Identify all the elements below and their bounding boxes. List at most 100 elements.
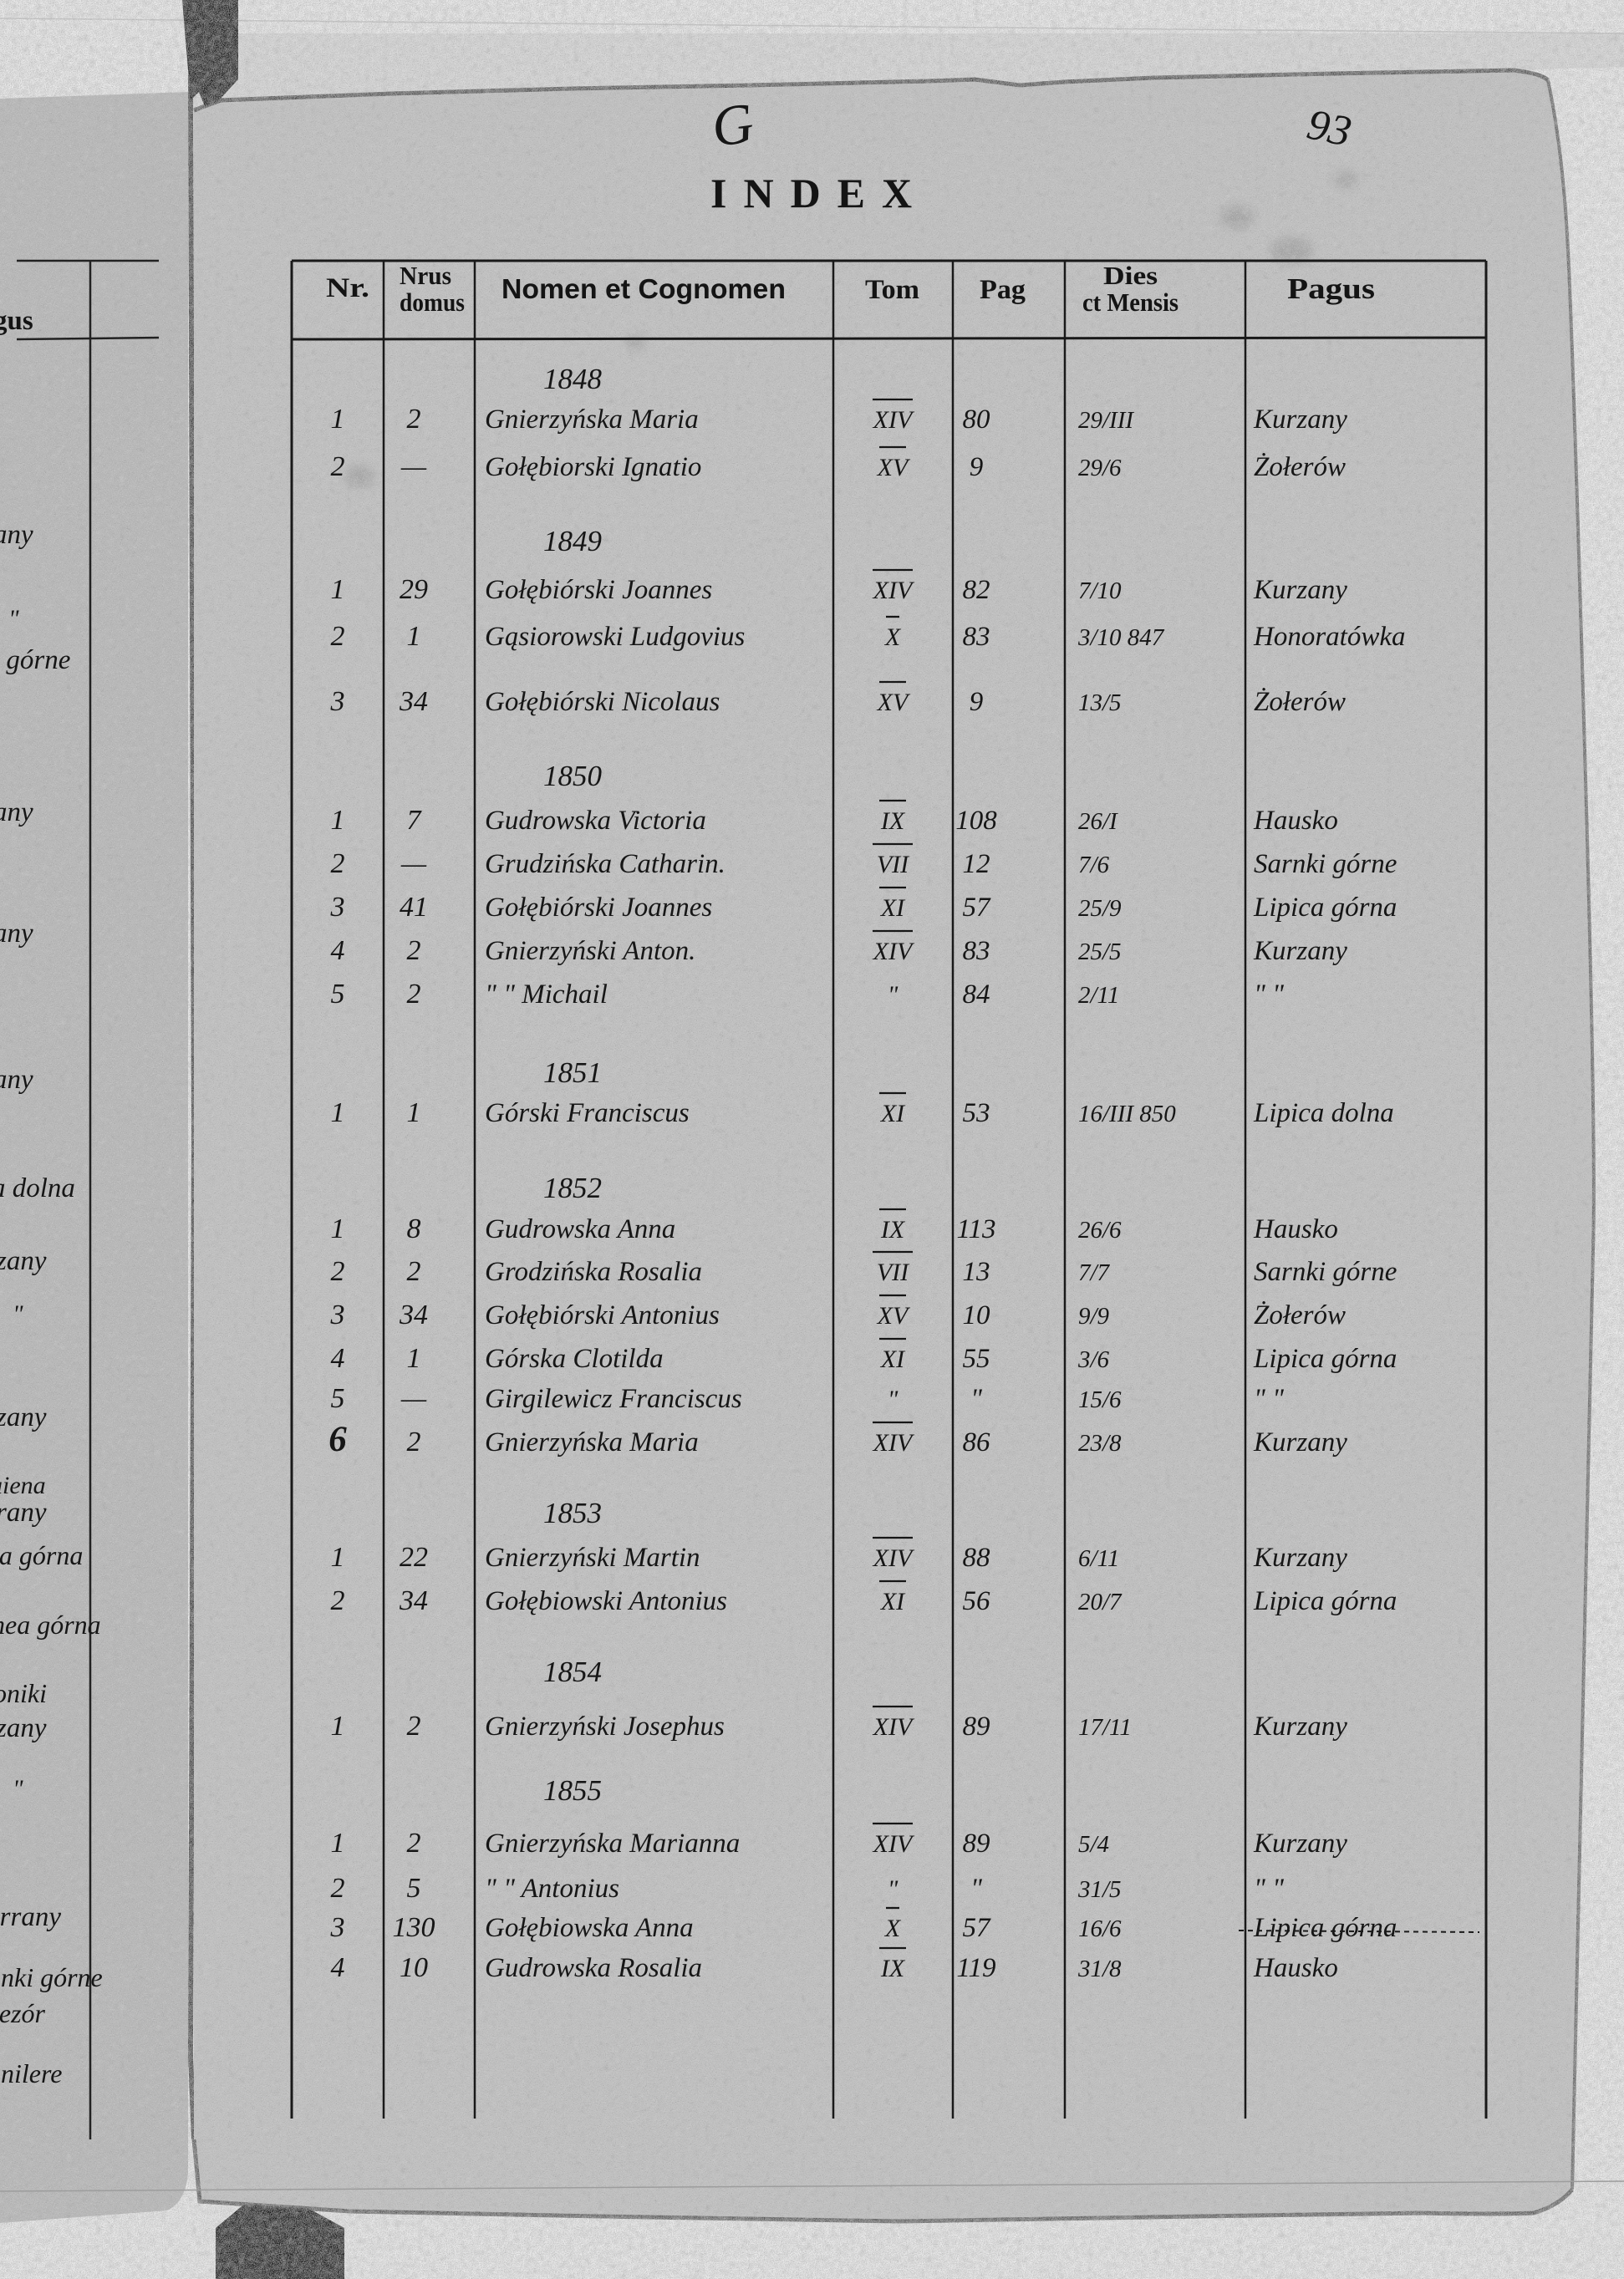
svg-text:56: 56	[963, 1586, 991, 1616]
svg-text:XIV: XIV	[873, 1830, 915, 1858]
svg-text:Sarnki górne: Sarnki górne	[1254, 1257, 1397, 1287]
svg-text:Sarnki górne: Sarnki górne	[1254, 849, 1397, 879]
svg-text:2: 2	[331, 451, 345, 482]
svg-text:3: 3	[330, 1912, 345, 1943]
svg-text:XI: XI	[880, 1588, 906, 1615]
svg-text:2: 2	[407, 935, 421, 966]
svg-text:5: 5	[331, 979, 345, 1010]
svg-text:XV: XV	[877, 1302, 911, 1330]
svg-text:Kurzany: Kurzany	[1253, 1712, 1347, 1742]
svg-text:83: 83	[963, 936, 990, 966]
svg-text:" " Antonius: " " Antonius	[485, 1874, 619, 1904]
svg-text:lezór: lezór	[0, 1998, 46, 2028]
svg-text:4: 4	[331, 935, 345, 966]
svg-text:Tom: Tom	[865, 275, 919, 305]
svg-text:rany: rany	[0, 1498, 47, 1528]
svg-text:25/9: 25/9	[1078, 895, 1122, 922]
svg-text:3/6: 3/6	[1077, 1346, 1110, 1373]
svg-text:29/6: 29/6	[1078, 455, 1122, 481]
svg-text:80: 80	[963, 404, 991, 435]
svg-text:34: 34	[399, 1300, 428, 1330]
svg-text:2: 2	[407, 404, 421, 435]
svg-text:57: 57	[963, 1913, 992, 1943]
svg-text:Grodzińska Rosalia: Grodzińska Rosalia	[485, 1257, 702, 1287]
svg-text:Pag: Pag	[980, 275, 1026, 305]
svg-text:": "	[888, 1386, 899, 1413]
svg-text:Hausko: Hausko	[1253, 1953, 1338, 1983]
svg-text:Lipica górna: Lipica górna	[1253, 1913, 1397, 1943]
svg-text:domus: domus	[400, 287, 465, 317]
svg-text:Kurzany: Kurzany	[1253, 1543, 1347, 1573]
svg-text:IX: IX	[880, 1216, 906, 1244]
svg-text:1: 1	[331, 1828, 345, 1859]
svg-text:Pagus: Pagus	[1287, 272, 1375, 305]
svg-text:anki górne: anki górne	[0, 1962, 103, 1992]
svg-text:2: 2	[331, 1873, 345, 1904]
svg-text:Hausko: Hausko	[1253, 806, 1338, 836]
svg-text:XIV: XIV	[873, 938, 915, 965]
svg-text:1855: 1855	[543, 1774, 602, 1807]
svg-text:89: 89	[963, 1712, 990, 1742]
svg-text:Żołerów: Żołerów	[1254, 452, 1346, 482]
svg-text:XIV: XIV	[873, 406, 915, 434]
svg-text:Gnierzyńska Maria: Gnierzyńska Maria	[485, 404, 699, 435]
svg-text:Gołębiórski Nicolaus: Gołębiórski Nicolaus	[485, 687, 720, 717]
svg-text:17/11: 17/11	[1078, 1714, 1132, 1741]
svg-text:": "	[970, 1384, 982, 1414]
svg-text:Gołębiórski Antonius: Gołębiórski Antonius	[485, 1300, 720, 1330]
svg-text:2: 2	[331, 621, 345, 652]
svg-text:108: 108	[955, 806, 997, 836]
svg-text:34: 34	[399, 686, 428, 717]
svg-text:Gnierzyński Martin: Gnierzyński Martin	[485, 1543, 700, 1573]
svg-text:Kurzany: Kurzany	[1253, 404, 1347, 435]
svg-text:130: 130	[393, 1912, 435, 1943]
svg-text:113: 113	[956, 1214, 995, 1244]
svg-text:Nomen et Cognomen: Nomen et Cognomen	[501, 273, 786, 304]
svg-text:XI: XI	[880, 1346, 906, 1373]
svg-text:Gnierzyńska Maria: Gnierzyńska Maria	[485, 1427, 699, 1457]
svg-text:Górski Franciscus: Górski Franciscus	[485, 1098, 690, 1128]
svg-text:13/5: 13/5	[1078, 689, 1122, 716]
svg-text:zany: zany	[0, 1246, 47, 1276]
svg-text:119: 119	[956, 1953, 995, 1983]
svg-text:XIV: XIV	[873, 577, 915, 604]
svg-text:any: any	[0, 1065, 33, 1095]
svg-text:16/6: 16/6	[1078, 1915, 1122, 1942]
svg-text:Lipica górna: Lipica górna	[1253, 1344, 1397, 1374]
svg-text:6: 6	[328, 1420, 347, 1459]
svg-text:any: any	[0, 918, 33, 949]
svg-text:26/I: 26/I	[1078, 808, 1118, 835]
svg-text:1852: 1852	[543, 1172, 602, 1204]
svg-text:82: 82	[963, 575, 990, 605]
svg-text:2/11: 2/11	[1078, 982, 1119, 1009]
svg-text:": "	[970, 1874, 982, 1904]
svg-text:2: 2	[331, 1585, 345, 1616]
svg-text:89: 89	[963, 1829, 990, 1859]
svg-text:anilere: anilere	[0, 2058, 62, 2088]
svg-text:1: 1	[331, 1542, 345, 1573]
svg-text:Girgilewicz Franciscus: Girgilewicz Franciscus	[485, 1384, 742, 1414]
svg-text:2: 2	[407, 979, 421, 1010]
svg-text:1: 1	[331, 574, 345, 605]
svg-text:" ": " "	[1254, 1874, 1284, 1904]
svg-text:IX: IX	[880, 1955, 906, 1982]
svg-text:Kurzany: Kurzany	[1253, 575, 1347, 605]
svg-text:Kurzany: Kurzany	[1253, 1427, 1347, 1457]
svg-text:7/7: 7/7	[1078, 1259, 1111, 1286]
svg-text:Gołębiorski Ignatio: Gołębiorski Ignatio	[485, 452, 701, 482]
svg-text:1: 1	[331, 404, 345, 435]
svg-text:41: 41	[400, 892, 428, 923]
svg-text:XV: XV	[877, 454, 911, 481]
svg-text:6/11: 6/11	[1078, 1545, 1119, 1572]
svg-text:VII: VII	[877, 1259, 910, 1286]
svg-text:4: 4	[331, 1343, 345, 1374]
svg-text:Dies: Dies	[1103, 261, 1158, 290]
svg-text:1: 1	[331, 805, 345, 836]
svg-text:ct Mensis: ct Mensis	[1082, 287, 1179, 317]
svg-text:3: 3	[330, 892, 345, 923]
svg-text:Gudrowska Victoria: Gudrowska Victoria	[485, 806, 706, 836]
svg-text:" ": " "	[1254, 979, 1284, 1010]
svg-text:—: —	[400, 848, 427, 879]
svg-text:26/6: 26/6	[1078, 1217, 1122, 1244]
svg-text:XIV: XIV	[873, 1429, 915, 1457]
